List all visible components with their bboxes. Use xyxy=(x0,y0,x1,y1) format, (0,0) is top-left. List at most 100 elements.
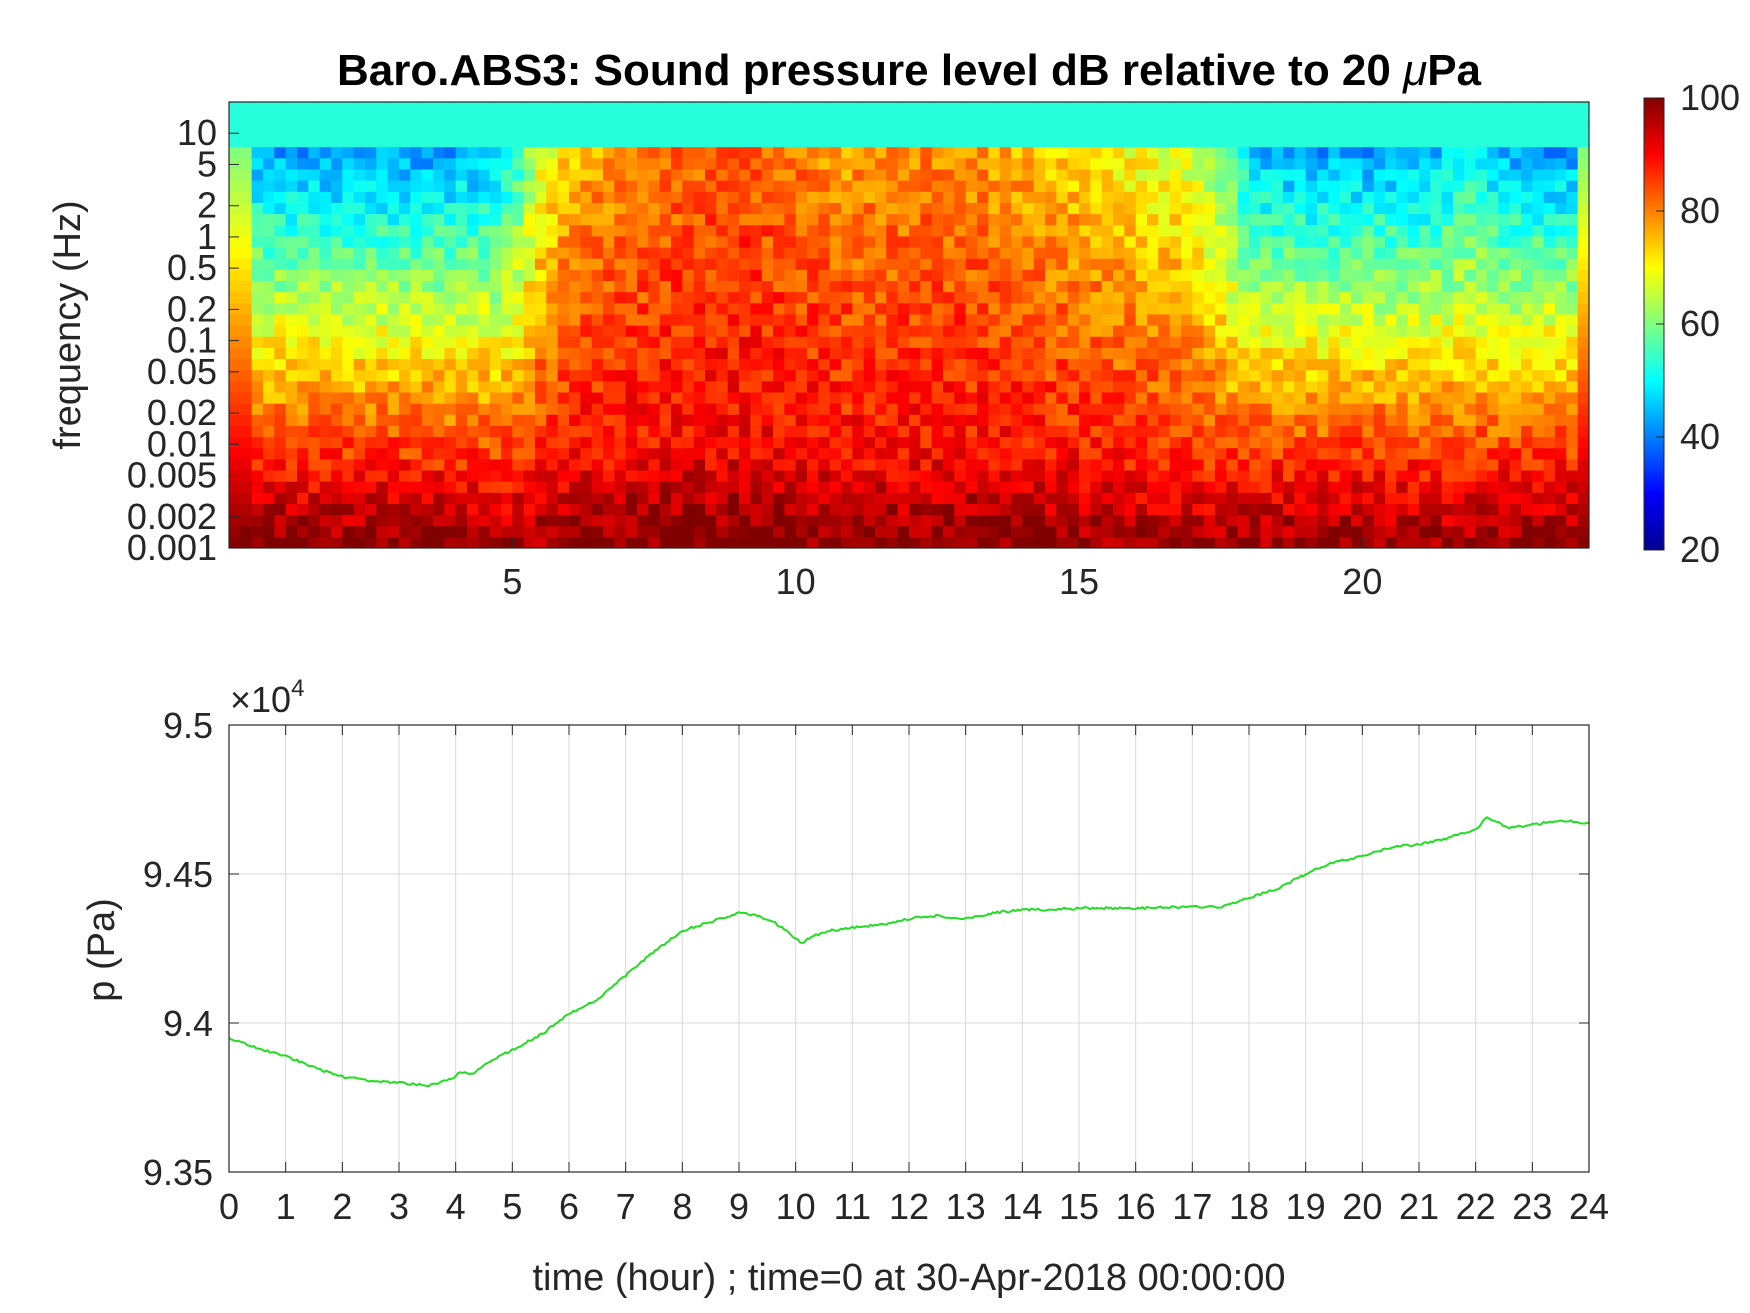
heatmap-cell xyxy=(603,124,615,137)
heatmap-cell xyxy=(841,458,853,471)
heatmap-cell xyxy=(897,102,910,114)
heatmap-cell xyxy=(569,358,581,371)
heatmap-cell xyxy=(920,102,933,114)
y-tick-label: 0.2 xyxy=(167,288,217,329)
heatmap-cell xyxy=(897,391,910,404)
heatmap-cell xyxy=(1305,481,1318,493)
heatmap-cell xyxy=(784,347,797,360)
heatmap-cell xyxy=(1260,347,1273,360)
heatmap-cell xyxy=(421,157,434,170)
heatmap-cell xyxy=(478,336,491,348)
heatmap-cell xyxy=(1079,358,1091,371)
heatmap-cell xyxy=(1135,469,1148,482)
heatmap-cell xyxy=(1419,202,1431,215)
heatmap-cell xyxy=(1351,369,1363,382)
heatmap-cell xyxy=(659,191,672,203)
heatmap-cell xyxy=(263,380,275,393)
heatmap-cell xyxy=(886,302,899,315)
heatmap-cell xyxy=(387,168,400,181)
heatmap-cell xyxy=(648,503,661,516)
heatmap-cell xyxy=(240,313,253,326)
heatmap-cell xyxy=(1498,336,1511,348)
heatmap-cell xyxy=(1033,492,1046,504)
heatmap-cell xyxy=(1419,369,1431,382)
heatmap-cell xyxy=(251,525,264,538)
heatmap-cell xyxy=(1362,425,1375,438)
heatmap-cell xyxy=(807,291,819,304)
heatmap-cell xyxy=(365,425,377,438)
heatmap-cell xyxy=(1475,291,1488,304)
heatmap-cell xyxy=(399,369,411,382)
heatmap-cell xyxy=(512,180,525,192)
heatmap-cell xyxy=(455,447,468,460)
heatmap-cell xyxy=(659,458,672,471)
heatmap-cell xyxy=(240,347,253,360)
heatmap-cell xyxy=(353,380,366,393)
heatmap-cell xyxy=(1237,102,1250,114)
heatmap-cell xyxy=(1101,168,1114,181)
heatmap-cell xyxy=(1147,135,1159,148)
heatmap-cell xyxy=(648,469,661,482)
heatmap-cell xyxy=(625,369,638,382)
heatmap-cell xyxy=(1487,258,1499,270)
heatmap-cell xyxy=(1113,313,1125,326)
heatmap-cell xyxy=(943,124,955,137)
heatmap-cell xyxy=(263,113,275,125)
heatmap-cell xyxy=(977,436,989,449)
heatmap-cell xyxy=(1521,246,1533,259)
heatmap-cell xyxy=(501,280,513,293)
heatmap-cell xyxy=(750,258,763,270)
heatmap-cell xyxy=(1464,469,1477,482)
heatmap-cell xyxy=(1498,536,1511,548)
heatmap-cell xyxy=(1294,146,1307,159)
heatmap-cell xyxy=(591,436,604,449)
heatmap-cell xyxy=(659,358,672,371)
heatmap-cell xyxy=(285,168,298,181)
heatmap-cell xyxy=(1430,336,1443,348)
heatmap-cell xyxy=(1022,235,1035,248)
heatmap-cell xyxy=(1158,492,1171,504)
heatmap-cell xyxy=(1487,425,1499,438)
heatmap-cell xyxy=(886,135,899,148)
heatmap-cell xyxy=(1385,113,1397,125)
heatmap-cell xyxy=(852,235,865,248)
heatmap-cell xyxy=(886,503,899,516)
heatmap-cell xyxy=(625,224,638,237)
heatmap-cell xyxy=(943,180,955,192)
heatmap-cell xyxy=(1532,202,1545,215)
heatmap-cell xyxy=(1181,458,1193,471)
heatmap-cell xyxy=(1351,313,1363,326)
heatmap-cell xyxy=(705,403,717,415)
heatmap-cell xyxy=(353,168,366,181)
heatmap-cell xyxy=(353,358,366,371)
heatmap-cell xyxy=(1045,347,1057,360)
heatmap-cell xyxy=(263,436,275,449)
heatmap-cell xyxy=(637,414,649,426)
heatmap-cell xyxy=(705,447,717,460)
heatmap-cell xyxy=(591,414,604,426)
heatmap-cell xyxy=(705,280,717,293)
heatmap-cell xyxy=(1373,369,1386,382)
heatmap-cell xyxy=(625,191,638,203)
heatmap-cell xyxy=(773,447,785,460)
heatmap-cell xyxy=(1362,380,1375,393)
heatmap-cell xyxy=(807,425,819,438)
heatmap-cell xyxy=(671,425,683,438)
heatmap-cell xyxy=(331,447,343,460)
heatmap-cell xyxy=(501,414,513,426)
heatmap-cell xyxy=(625,536,638,548)
heatmap-cell xyxy=(410,180,423,192)
heatmap-cell xyxy=(897,369,910,382)
heatmap-cell xyxy=(1362,291,1375,304)
heatmap-cell xyxy=(331,191,343,203)
heatmap-cell xyxy=(1351,246,1363,259)
heatmap-cell xyxy=(1237,113,1250,125)
heatmap-cell xyxy=(1577,391,1589,404)
heatmap-cell xyxy=(1521,503,1533,516)
heatmap-cell xyxy=(977,347,989,360)
heatmap-cell xyxy=(285,246,298,259)
heatmap-cell xyxy=(1022,514,1035,527)
heatmap-cell xyxy=(467,146,479,159)
heatmap-cell xyxy=(1566,302,1579,315)
heatmap-cell xyxy=(750,191,763,203)
